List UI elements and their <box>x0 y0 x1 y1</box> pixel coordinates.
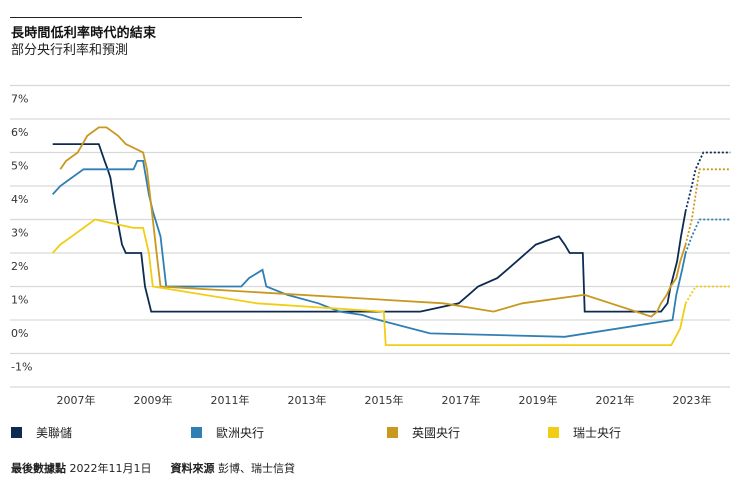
y-tick-label: 5% <box>11 160 28 173</box>
title-rule <box>10 17 302 18</box>
series-line-歐洲央行-forecast <box>684 218 731 254</box>
y-tick-label: -1% <box>11 361 32 374</box>
legend-item-snb: 瑞士央行 <box>548 424 621 441</box>
series-line-美聯儲-forecast <box>684 151 731 212</box>
series-line-瑞士央行 <box>52 218 687 347</box>
y-tick-label: 1% <box>11 294 28 307</box>
legend-label: 美聯儲 <box>36 426 73 440</box>
ecb-swatch-icon <box>191 427 202 438</box>
series-lines <box>52 126 731 347</box>
y-tick-label: 4% <box>11 193 28 206</box>
legend-label: 瑞士央行 <box>573 426 622 440</box>
y-tick-label: 2% <box>11 260 28 273</box>
x-tick-label: 2015年 <box>365 393 404 407</box>
legend-item-ecb: 歐洲央行 <box>191 424 264 441</box>
fed-swatch-icon <box>11 427 22 438</box>
y-tick-label: 6% <box>11 126 28 139</box>
boe-swatch-icon <box>387 427 398 438</box>
snb-swatch-icon <box>548 427 559 438</box>
x-tick-label: 2017年 <box>442 393 481 407</box>
gridlines <box>10 84 730 388</box>
chart-subtitle: 部分央行利率和預測 <box>11 43 129 58</box>
source-label: 資料來源 <box>170 462 215 475</box>
y-axis-ticks: 7% 6% 5% 4% 3% 2% 1% 0% -1% <box>11 93 32 374</box>
legend-label: 英國央行 <box>412 426 461 440</box>
series-line-瑞士央行-forecast <box>684 285 731 304</box>
line-chart: 7% 6% 5% 4% 3% 2% 1% 0% -1% 2007年 2009年 2011年 2013年… <box>10 84 731 407</box>
last-data-value: 2022年11月1日 <box>69 462 152 475</box>
y-tick-label: 7% <box>11 93 28 106</box>
x-tick-label: 2013年 <box>288 393 327 407</box>
legend: 美聯儲 歐洲央行 英國央行 瑞士央行 <box>0 424 740 444</box>
legend-item-fed: 美聯儲 <box>11 424 72 441</box>
x-tick-label: 2021年 <box>596 393 635 407</box>
series-line-英國央行-forecast <box>684 168 731 245</box>
y-tick-label: 3% <box>11 227 28 240</box>
series-line-美聯儲 <box>52 143 687 313</box>
x-tick-label: 2023年 <box>673 393 712 407</box>
x-axis-ticks: 2007年 2009年 2011年 2013年 2015年 2017年 2019年 2021年… <box>57 393 712 407</box>
series-line-英國央行 <box>59 126 687 318</box>
legend-label: 歐洲央行 <box>216 426 265 440</box>
x-tick-label: 2007年 <box>57 393 96 407</box>
x-tick-label: 2019年 <box>519 393 558 407</box>
chart-title: 長時間低利率時代的結束 <box>11 26 157 41</box>
x-tick-label: 2011年 <box>211 393 250 407</box>
last-data-label: 最後數據點 <box>11 462 66 475</box>
source-value: 彭博、瑞士信貸 <box>218 462 295 475</box>
footer-note: 最後數據點 2022年11月1日 資料來源 彭博、瑞士信貸 <box>11 460 295 476</box>
y-tick-label: 0% <box>11 327 28 340</box>
x-tick-label: 2009年 <box>134 393 173 407</box>
series-line-歐洲央行 <box>52 159 687 338</box>
legend-item-boe: 英國央行 <box>387 424 460 441</box>
